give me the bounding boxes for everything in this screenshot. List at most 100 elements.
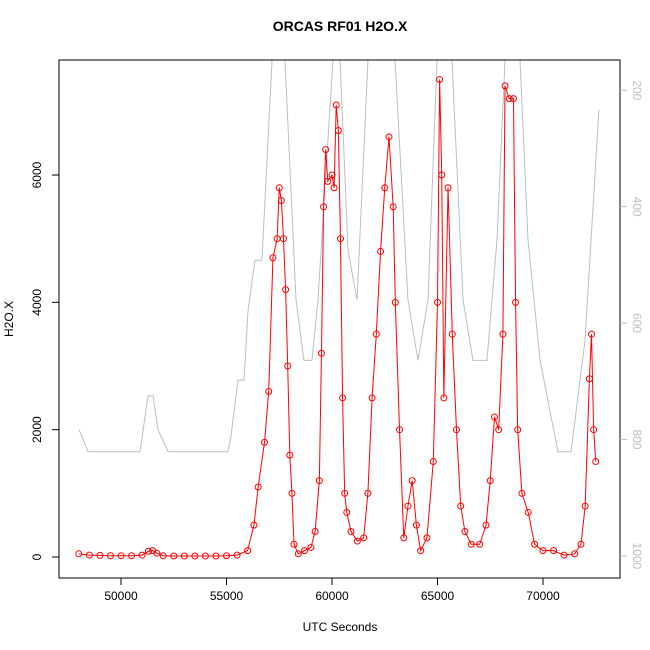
data-point — [128, 552, 136, 560]
data-point — [334, 126, 342, 134]
data-point — [307, 543, 315, 551]
data-point — [385, 133, 393, 141]
data-point — [377, 247, 385, 255]
x-axis-label: UTC Seconds — [303, 620, 378, 634]
data-point — [514, 426, 522, 434]
data-point — [429, 458, 437, 466]
data-point — [144, 547, 152, 555]
data-point — [518, 489, 526, 497]
data-point — [448, 330, 456, 338]
data-point — [391, 298, 399, 306]
data-point — [212, 552, 220, 560]
data-point — [588, 330, 596, 338]
data-point — [550, 547, 558, 555]
data-point — [159, 552, 167, 560]
data-point — [275, 184, 283, 192]
data-point — [320, 203, 328, 211]
data-point — [191, 552, 199, 560]
data-point — [490, 413, 498, 421]
y2-tick-label: 400 — [630, 197, 644, 217]
data-point — [282, 286, 290, 294]
data-point — [233, 551, 241, 559]
data-point — [404, 502, 412, 510]
data-point — [339, 394, 347, 402]
data-point — [284, 362, 292, 370]
data-point — [288, 489, 296, 497]
x-tick-label: 65000 — [421, 589, 455, 603]
x-tick-label: 50000 — [104, 589, 138, 603]
data-point — [444, 184, 452, 192]
data-point — [440, 394, 448, 402]
data-point — [353, 537, 361, 545]
data-point — [223, 552, 231, 560]
data-point — [571, 550, 579, 558]
data-point — [452, 426, 460, 434]
data-point — [244, 547, 252, 555]
plot-frame — [58, 59, 621, 579]
data-point — [170, 552, 178, 560]
data-point — [153, 549, 161, 557]
data-point — [457, 502, 465, 510]
data-point — [286, 451, 294, 459]
data-point — [341, 489, 349, 497]
data-point — [336, 235, 344, 243]
data-point — [495, 426, 503, 434]
data-point — [389, 203, 397, 211]
data-point — [347, 528, 355, 536]
data-point — [423, 534, 431, 542]
x-tick-label: 60000 — [315, 589, 349, 603]
data-point — [368, 394, 376, 402]
plot-area — [75, 60, 600, 560]
y2-tick-label: 1000 — [630, 543, 644, 570]
data-point — [434, 298, 442, 306]
data-point — [396, 426, 404, 434]
data-point — [265, 387, 273, 395]
data-point — [260, 438, 268, 446]
data-point — [322, 146, 330, 154]
data-point — [501, 82, 509, 90]
data-point — [408, 477, 416, 485]
data-point — [476, 540, 484, 548]
data-point — [317, 349, 325, 357]
data-point — [467, 540, 475, 548]
data-point — [360, 534, 368, 542]
data-point — [531, 540, 539, 548]
data-point — [486, 477, 494, 485]
data-point — [328, 171, 336, 179]
data-point — [315, 477, 323, 485]
data-point — [512, 298, 520, 306]
data-point — [412, 521, 420, 529]
y2-tick-label: 600 — [630, 313, 644, 333]
y-tick-label: 6000 — [30, 161, 44, 188]
data-point — [499, 330, 507, 338]
data-point — [461, 528, 469, 536]
data-point — [106, 552, 114, 560]
data-point — [85, 551, 93, 559]
data-point — [592, 458, 600, 466]
series-line — [78, 79, 597, 557]
y2-tick-label: 200 — [630, 80, 644, 100]
x-tick-label: 55000 — [210, 589, 244, 603]
data-point — [505, 95, 513, 103]
data-point — [364, 489, 372, 497]
data-point — [301, 547, 309, 555]
data-point — [279, 235, 287, 243]
data-point — [581, 502, 589, 510]
data-point — [539, 547, 547, 555]
data-point — [482, 521, 490, 529]
data-point — [311, 528, 319, 536]
data-point — [417, 547, 425, 555]
data-point — [400, 534, 408, 542]
y-tick-label: 0 — [30, 553, 44, 560]
series-line — [78, 60, 600, 453]
data-point — [138, 551, 146, 559]
data-point — [330, 184, 338, 192]
data-point — [332, 101, 340, 109]
data-point — [250, 521, 258, 529]
data-point — [560, 551, 568, 559]
y-axis-label: H2O.X — [2, 301, 16, 337]
y-tick-label: 2000 — [30, 416, 44, 443]
data-point — [524, 508, 532, 516]
